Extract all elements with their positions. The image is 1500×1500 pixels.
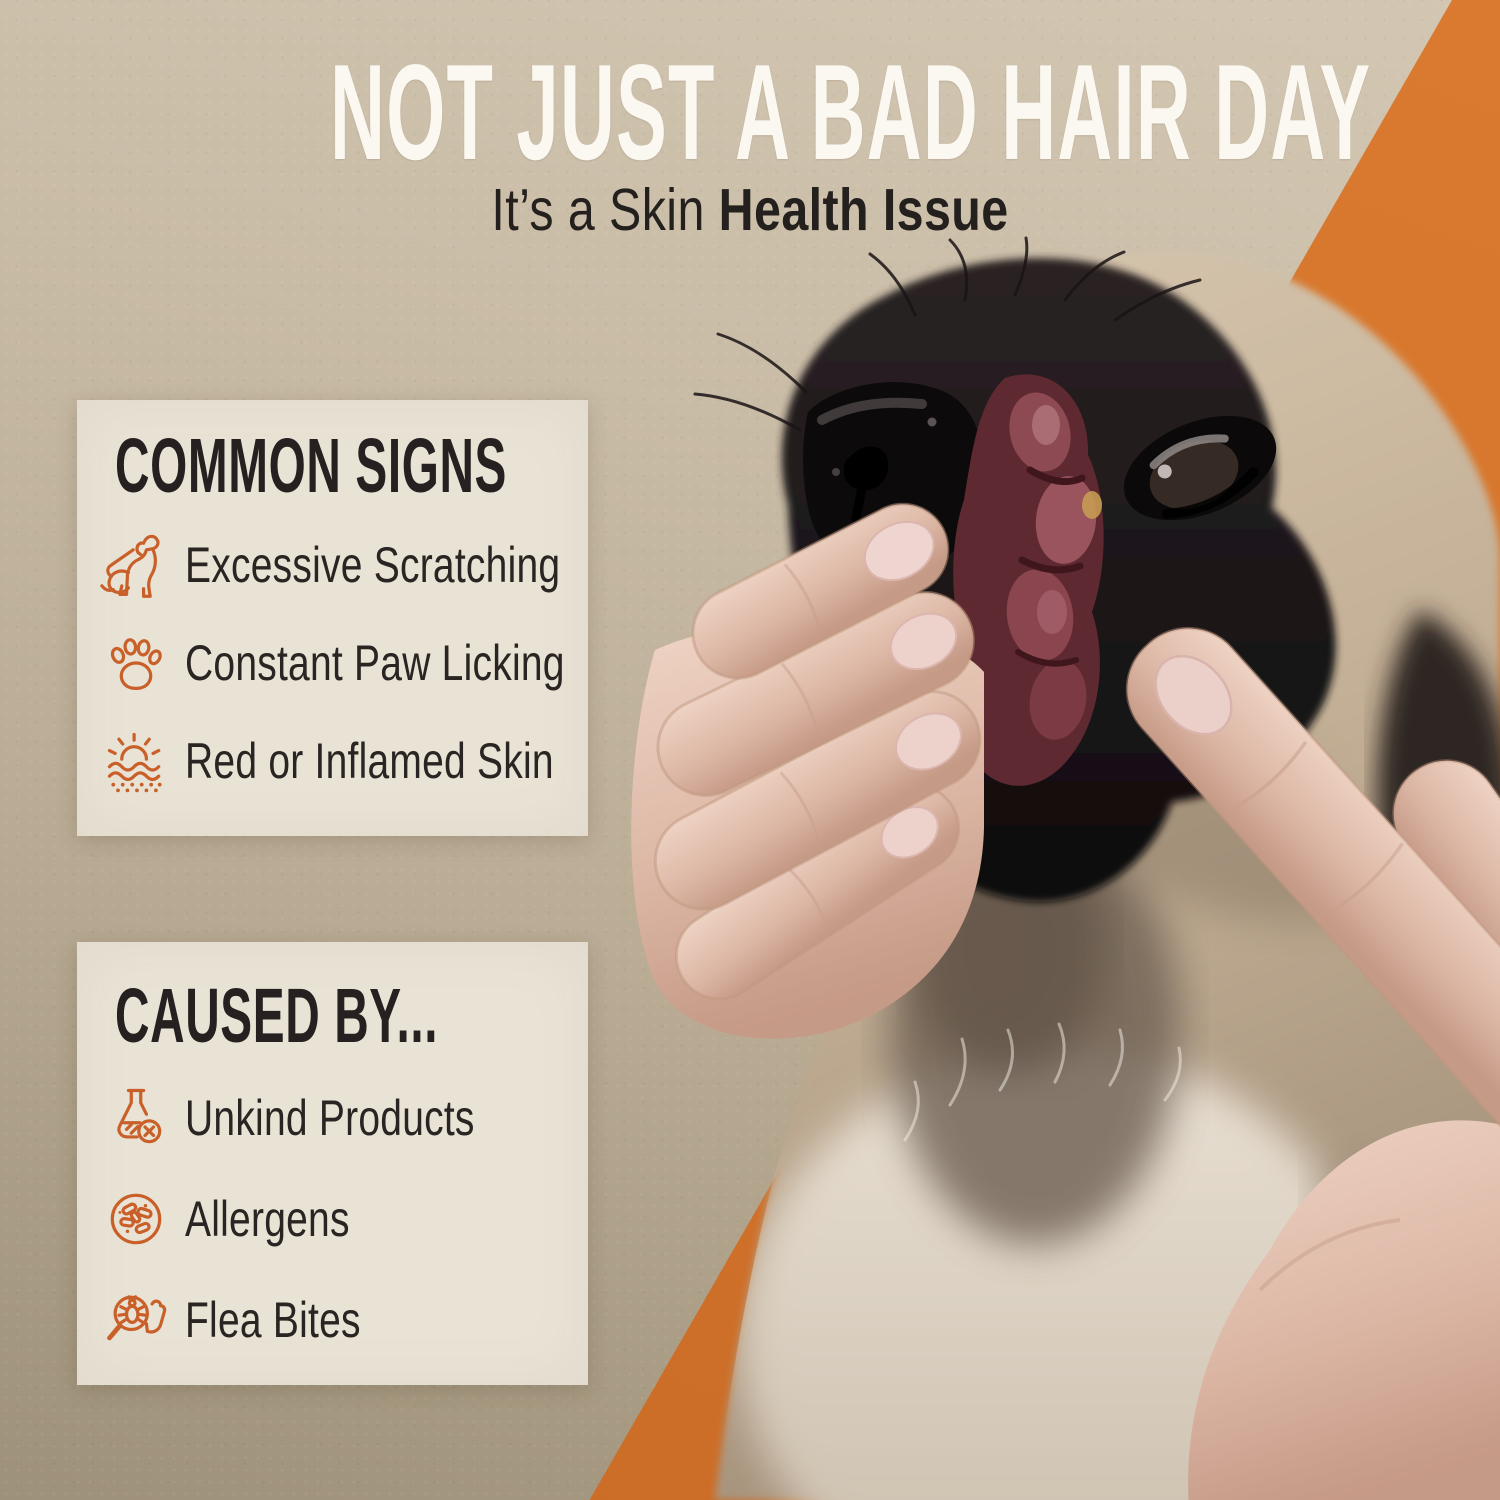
subtitle-regular: It’s a Skin [491, 177, 705, 243]
list-item: Allergens [99, 1183, 588, 1255]
list-item: Flea Bites [99, 1284, 588, 1356]
right-hand [1125, 626, 1500, 1500]
fingernail [1154, 654, 1233, 736]
whiskers [693, 236, 1202, 432]
paw-print-icon [99, 626, 173, 700]
list-item: Unkind Products [99, 1082, 588, 1154]
irritated-skin-icon [99, 724, 173, 798]
list-item-label: Allergens [185, 1191, 350, 1248]
left-hand [631, 502, 984, 1039]
caused-by-panel: CAUSED BY... Unkind Products [77, 942, 588, 1385]
page-subtitle: It’s a Skin Health Issue [135, 178, 1365, 243]
middle-finger [656, 591, 975, 797]
common-signs-panel: COMMON SIGNS Excessive Scratching [77, 400, 588, 836]
pointing-finger [1125, 626, 1500, 1146]
irritated-skin-patch [953, 374, 1104, 786]
list-item-label: Flea Bites [185, 1292, 361, 1349]
list-item-label: Unkind Products [185, 1090, 475, 1147]
list-item-label: Constant Paw Licking [185, 635, 565, 692]
caused-by-header: CAUSED BY... [115, 973, 439, 1059]
subtitle-bold: Health Issue [718, 177, 1009, 243]
flea-magnifier-icon [99, 1283, 173, 1357]
list-item: Red or Inflamed Skin [99, 725, 588, 797]
dog-eye [1123, 415, 1277, 521]
fur-wisps [903, 1022, 1182, 1142]
list-item: Constant Paw Licking [99, 627, 588, 699]
page-title: NOT JUST A BAD HAIR DAY [330, 36, 1372, 188]
allergens-icon [99, 1182, 173, 1256]
common-signs-header: COMMON SIGNS [115, 423, 508, 509]
list-item: Excessive Scratching [99, 529, 588, 601]
ring-finger [653, 690, 982, 911]
flask-x-icon [99, 1081, 173, 1155]
index-finger [691, 502, 950, 680]
list-item-label: Excessive Scratching [185, 537, 561, 594]
dog-scratching-icon [99, 528, 173, 602]
pinky-finger [674, 783, 961, 1001]
list-item-label: Red or Inflamed Skin [185, 733, 554, 790]
